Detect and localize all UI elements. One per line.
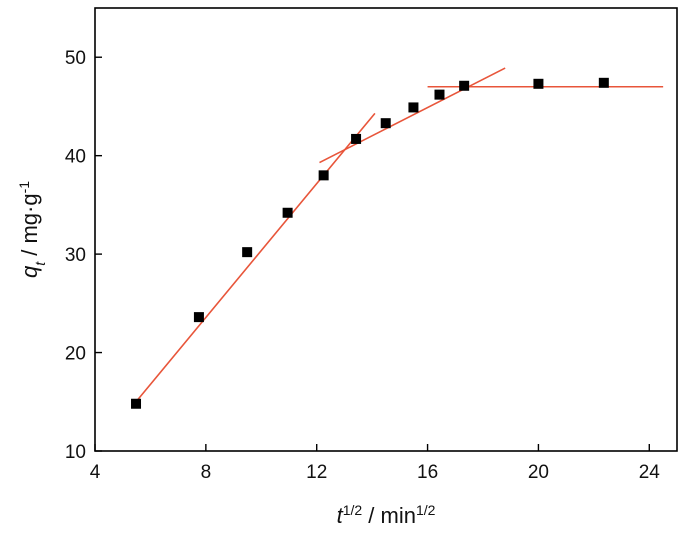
y-tick-label-2: 30 bbox=[65, 245, 86, 266]
fit-line-1 bbox=[319, 67, 506, 164]
x-tick-label-4: 20 bbox=[528, 462, 549, 483]
data-point-1 bbox=[193, 312, 204, 323]
x-axis-label-base: t bbox=[337, 503, 344, 528]
plot-frame bbox=[94, 7, 678, 452]
y-axis-label-base: q bbox=[17, 265, 42, 278]
data-point-9 bbox=[459, 80, 470, 91]
x-axis-label-unit: / min bbox=[362, 503, 416, 528]
y-tick-label-3: 40 bbox=[65, 147, 86, 168]
y-tick-label-4: 50 bbox=[65, 48, 86, 69]
y-axis-label-sub: t bbox=[32, 261, 48, 266]
x-tick-label-3: 16 bbox=[417, 462, 438, 483]
x-axis-label-unit-sup: 1/2 bbox=[416, 502, 436, 518]
data-point-0 bbox=[131, 398, 142, 409]
x-tick-label-5: 24 bbox=[639, 462, 661, 483]
fit-lines bbox=[135, 67, 664, 403]
data-point-4 bbox=[318, 170, 329, 181]
x-axis-label-sup: 1/2 bbox=[343, 502, 363, 518]
data-point-2 bbox=[242, 247, 253, 258]
data-point-5 bbox=[351, 133, 362, 144]
y-axis-label-unit: / mg·g bbox=[17, 193, 42, 261]
y-axis-label: qt / mg·g-1 bbox=[16, 181, 48, 278]
y-tick-label-1: 20 bbox=[65, 344, 86, 365]
y-axis-label-unit-sup: -1 bbox=[16, 181, 32, 194]
x-tick-label-0: 4 bbox=[90, 462, 101, 483]
x-tick-label-1: 8 bbox=[201, 462, 212, 483]
data-point-10 bbox=[533, 78, 544, 89]
data-point-6 bbox=[380, 118, 391, 129]
data-point-11 bbox=[598, 77, 609, 88]
data-point-3 bbox=[282, 207, 293, 218]
y-tick-label-0: 10 bbox=[65, 442, 86, 463]
data-point-8 bbox=[434, 89, 445, 100]
data-point-7 bbox=[408, 102, 419, 113]
x-axis-label: t1/2 / min1/2 bbox=[337, 502, 436, 528]
data-points bbox=[131, 77, 609, 409]
axis-ticks: 4 8 12 16 20 24 10 20 30 40 50 bbox=[65, 48, 660, 483]
x-tick-label-2: 12 bbox=[306, 462, 327, 483]
fit-line-0 bbox=[135, 112, 376, 403]
